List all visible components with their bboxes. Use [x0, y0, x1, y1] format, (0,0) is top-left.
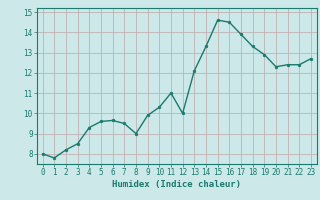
X-axis label: Humidex (Indice chaleur): Humidex (Indice chaleur)	[112, 180, 241, 189]
